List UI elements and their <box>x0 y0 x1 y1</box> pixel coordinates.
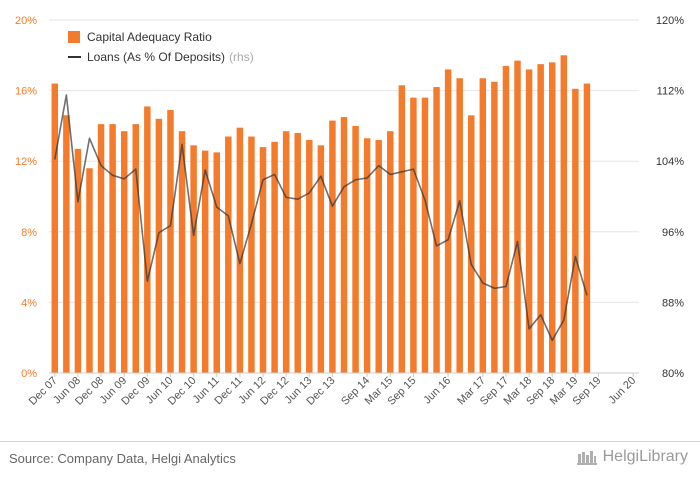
bar <box>560 55 568 374</box>
y-tick-right: 96% <box>662 227 684 239</box>
bar <box>167 110 174 373</box>
bar <box>248 136 255 373</box>
chart-svg: 0%4%8%12%16%20%80%88%96%104%112%120%Dec … <box>15 15 685 408</box>
legend-swatch-bar <box>68 31 80 43</box>
bar <box>178 131 186 373</box>
bar <box>306 140 313 373</box>
bar <box>548 62 556 374</box>
y-tick-left: 12% <box>15 156 37 168</box>
x-tick-label: Jun 16 <box>421 375 453 407</box>
legend: Capital Adequacy Ratio Loans (As % Of De… <box>68 27 254 67</box>
bar <box>271 141 278 373</box>
x-tick-label: Jun 20 <box>606 375 638 407</box>
legend-swatch-line <box>68 56 81 58</box>
legend-rhs-note: (rhs) <box>229 50 254 64</box>
bar <box>282 131 290 373</box>
brand-name: HelgiLibrary <box>602 448 688 465</box>
legend-item-loans: Loans (As % Of Deposits) (rhs) <box>68 47 254 67</box>
series-line-loans <box>53 94 588 342</box>
bar <box>201 150 209 373</box>
y-tick-right: 112% <box>657 86 685 98</box>
legend-item-capital-adequacy: Capital Adequacy Ratio <box>68 27 254 47</box>
y-tick-left: 20% <box>15 15 37 27</box>
bar <box>329 120 336 373</box>
bar <box>155 118 163 373</box>
y-tick-left: 16% <box>15 86 37 98</box>
bar <box>572 88 579 374</box>
bar <box>225 136 232 373</box>
bar <box>387 131 394 373</box>
y-tick-right: 104% <box>656 156 684 168</box>
bar <box>294 132 301 373</box>
y-tick-left: 4% <box>21 297 37 309</box>
y-tick-right: 88% <box>662 297 684 309</box>
bar <box>479 78 487 374</box>
bar <box>51 83 59 373</box>
bar <box>213 152 220 373</box>
bar <box>456 78 463 374</box>
y-tick-left: 8% <box>21 227 37 239</box>
bar <box>190 145 197 373</box>
bar <box>132 124 140 373</box>
bar <box>525 69 533 374</box>
bar <box>63 115 70 373</box>
bar <box>97 124 105 373</box>
bar <box>398 85 406 374</box>
bar <box>491 81 498 374</box>
legend-label-loans: Loans (As % Of Deposits) <box>87 50 226 64</box>
footer-divider <box>0 441 700 442</box>
legend-label-capital-adequacy: Capital Adequacy Ratio <box>87 30 212 44</box>
bar <box>537 64 544 373</box>
bar <box>120 131 128 373</box>
y-tick-left: 0% <box>21 368 37 380</box>
bar <box>259 147 267 373</box>
bar <box>74 148 82 373</box>
y-tick-right: 80% <box>662 368 684 380</box>
bar <box>363 138 371 373</box>
bar <box>583 83 591 373</box>
bar <box>444 69 452 374</box>
bar <box>421 97 429 373</box>
bar <box>502 65 510 373</box>
library-icon <box>576 451 597 465</box>
bar <box>144 106 151 374</box>
bar <box>236 127 244 373</box>
bar <box>410 97 417 373</box>
bar <box>317 145 325 373</box>
bar <box>514 60 521 373</box>
y-tick-right: 120% <box>656 15 684 27</box>
source-note: Source: Company Data, Helgi Analytics <box>9 451 236 466</box>
bar <box>468 115 475 373</box>
bar <box>375 140 382 373</box>
brand-logo: HelgiLibrary <box>576 448 688 466</box>
bar <box>109 124 116 373</box>
bar <box>86 168 93 373</box>
bar <box>352 125 359 374</box>
bar <box>433 87 440 373</box>
bar <box>340 117 348 373</box>
